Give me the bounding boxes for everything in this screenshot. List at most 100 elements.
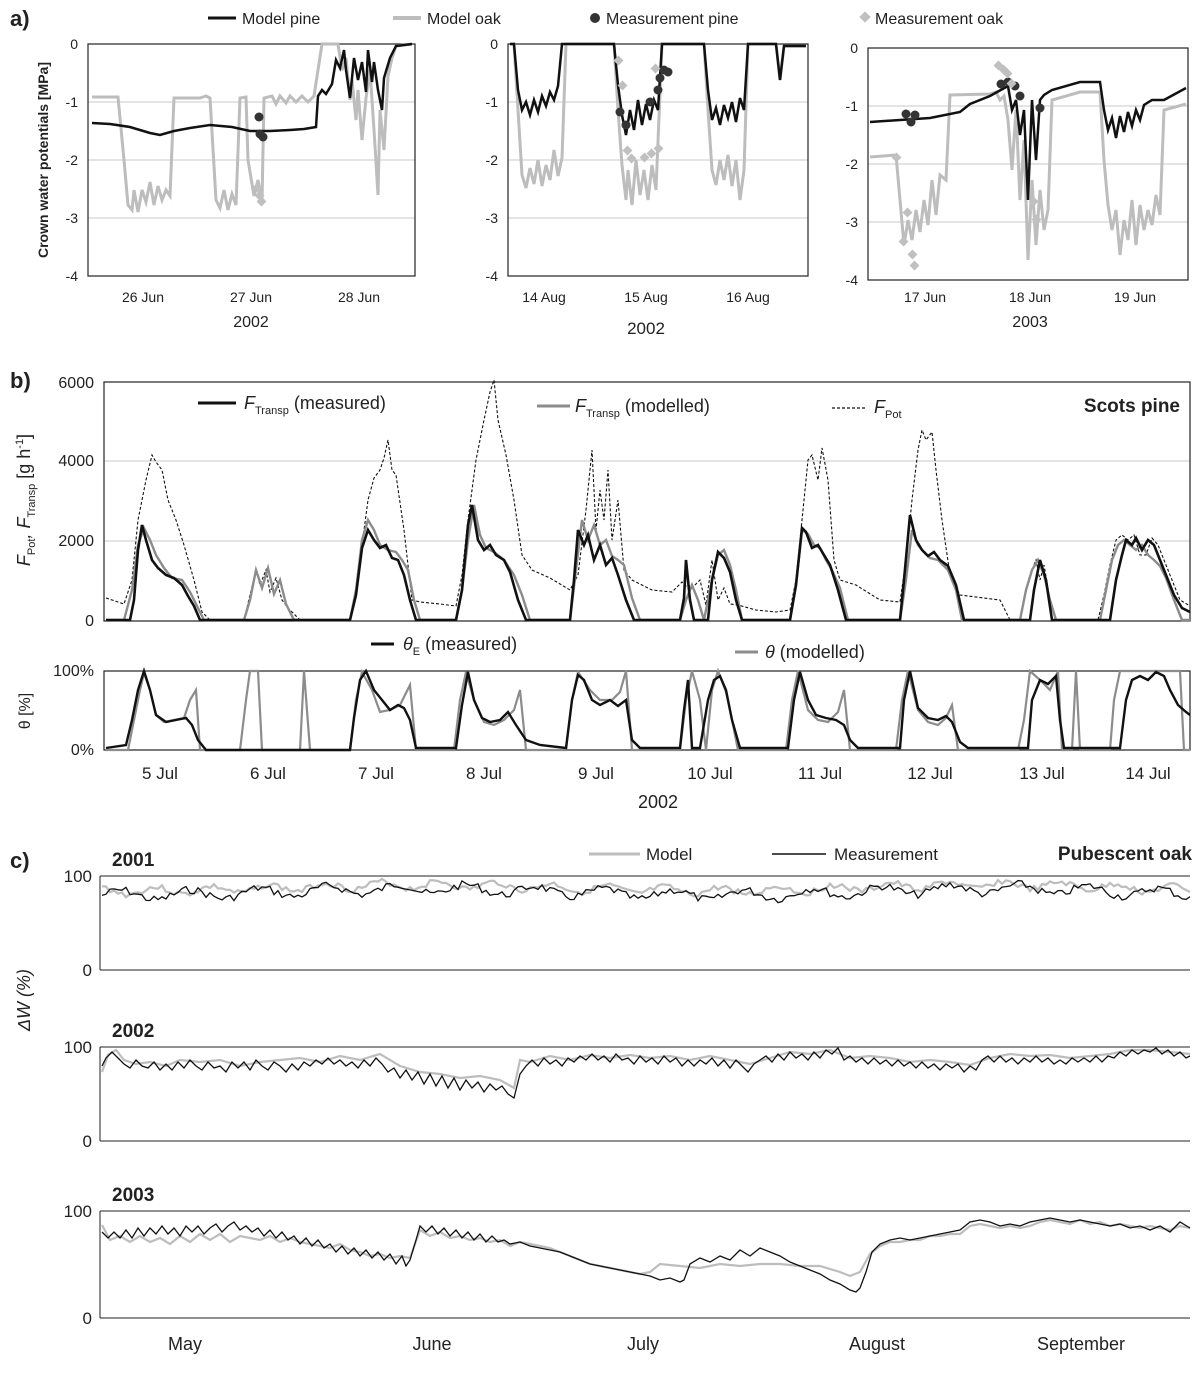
- measurement-pine-point: [901, 109, 911, 119]
- series-measurement-2001: [101, 879, 1191, 904]
- panel-a-subplot-1: 0 -1 -2 -3 -4 26 Jun 27 Jun 28 Jun 2002: [66, 36, 416, 331]
- measurement-oak-point: [898, 236, 909, 247]
- measurement-oak-point: [909, 260, 920, 271]
- panel-a: a) Model pine Model oak Measurement pine…: [10, 6, 1189, 338]
- plot-frame: [87, 43, 416, 277]
- y-tick-label: 2000: [58, 533, 94, 550]
- plot-frame: [507, 43, 809, 277]
- measurement-pine-point: [663, 67, 673, 77]
- y-tick-label: -2: [846, 156, 859, 172]
- y-tick-label: 0: [850, 40, 858, 56]
- panel-c-label: c): [10, 848, 30, 873]
- x-tick-label: August: [849, 1334, 905, 1354]
- x-tick-label: 13 Jul: [1019, 764, 1064, 783]
- x-tick-label: 12 Jul: [907, 764, 952, 783]
- x-tick-label: 5 Jul: [142, 764, 178, 783]
- panel-b-legend-bottom: θE (measured) θ (modelled): [371, 634, 865, 662]
- x-tick-label: 16 Aug: [726, 289, 770, 305]
- panel-c-subplot-2001: 2001 100 0: [64, 850, 1191, 980]
- panel-a-legend: Model pine Model oak Measurement pine Me…: [208, 11, 1004, 28]
- series-model-oak-line: [510, 42, 806, 206]
- panel-a-subplot-2: 0 -1 -2 -3 -4 14 Aug 15 Aug 16 Aug 2002: [486, 36, 809, 338]
- legend-model-oak-label: Model oak: [427, 11, 502, 28]
- x-tick-label: 14 Jul: [1125, 764, 1170, 783]
- y-tick-label: 100: [64, 867, 92, 886]
- x-tick-label: September: [1037, 1334, 1125, 1354]
- measurement-oak-point: [256, 196, 267, 207]
- year-title: 2002: [112, 1021, 154, 1042]
- legend-model-pine-label: Model pine: [242, 11, 320, 28]
- panel-b-ylabel-bottom: θ [%]: [17, 693, 34, 729]
- panel-b-title: Scots pine: [1084, 396, 1180, 417]
- plot-frame: [103, 670, 1191, 751]
- y-tick-label: 100%: [53, 663, 94, 680]
- panel-a-ylabel: Crown water potentials [MPa]: [35, 62, 51, 258]
- measurement-oak-point: [646, 148, 657, 159]
- year-label: 2002: [233, 314, 269, 331]
- legend-measurement-oak-label: Measurement oak: [875, 11, 1004, 28]
- series-ftransp-modelled-line: [106, 504, 1190, 622]
- series-model-pine-line: [510, 42, 806, 136]
- y-tick-label: 0: [85, 613, 94, 630]
- panel-b-label: b): [10, 368, 31, 393]
- legend-ftransp-measured-label: FTransp (measured): [244, 393, 386, 417]
- y-tick-label: -1: [846, 98, 859, 114]
- y-tick-label: -1: [486, 94, 499, 110]
- x-tick-label: 28 Jun: [338, 289, 380, 305]
- panel-b: b) 0 2000 4000 6000 FPot, FTransp [g h-1…: [10, 368, 1191, 812]
- x-tick-label: 7 Jul: [358, 764, 394, 783]
- x-tick-label: 10 Jul: [687, 764, 732, 783]
- x-tick-label: 27 Jun: [230, 289, 272, 305]
- measurement-oak-point: [650, 63, 661, 74]
- measurement-oak-point: [1002, 68, 1013, 79]
- x-tick-label: June: [412, 1334, 451, 1354]
- y-tick-label: -2: [486, 152, 499, 168]
- measurement-oak-point: [653, 143, 664, 154]
- series-ftransp-measured-line: [106, 504, 1191, 622]
- measurement-pine-point: [1035, 103, 1045, 113]
- series-model-oak-line: [869, 90, 1187, 261]
- measurement-pine-point: [258, 132, 268, 142]
- measurement-oak-point: [626, 153, 637, 164]
- panel-c: c) Model Measurement Pubescent oak ΔW (%…: [10, 844, 1192, 1354]
- y-tick-label: -3: [846, 214, 859, 230]
- measurement-pine-point: [906, 117, 916, 127]
- legend-model-label: Model: [646, 845, 692, 864]
- x-tick-label: 19 Jun: [1114, 289, 1156, 305]
- series-model-2002: [100, 1048, 1191, 1090]
- legend-ftransp-modelled-label: FTransp (modelled): [575, 396, 710, 420]
- measurement-oak-point: [252, 182, 263, 193]
- panel-b-legend-top: FTransp (measured) FTransp (modelled) FP…: [198, 393, 902, 421]
- year-title: 2001: [112, 850, 155, 871]
- series-measurement-2002: [101, 1046, 1191, 1100]
- y-tick-label: -4: [846, 272, 859, 288]
- y-tick-label: 6000: [58, 375, 94, 392]
- measurement-pine-point: [910, 110, 920, 120]
- series-model-2001: [101, 877, 1191, 899]
- y-tick-label: 100: [64, 1202, 92, 1221]
- y-tick-label: -1: [66, 94, 79, 110]
- measurement-oak-point: [613, 55, 624, 66]
- measurement-oak-point: [622, 145, 633, 156]
- x-tick-label: 14 Aug: [522, 289, 566, 305]
- measurement-oak-point: [1006, 78, 1017, 89]
- x-tick-label: July: [627, 1334, 659, 1354]
- panel-c-ylabel: ΔW (%): [14, 969, 34, 1032]
- y-tick-label: -3: [486, 210, 499, 226]
- series-model-pine-line: [91, 42, 413, 137]
- x-tick-label: 8 Jul: [466, 764, 502, 783]
- measurement-pine-point: [996, 79, 1006, 89]
- panel-a-subplot-3: 0 -1 -2 -3 -4 17 Jun 18 Jun 19 Jun 2003: [846, 40, 1189, 331]
- x-tick-label: 15 Aug: [624, 289, 668, 305]
- legend-measurement-oak-marker: [859, 11, 871, 23]
- measurement-oak-point: [907, 249, 918, 260]
- panel-c-subplot-2003: 2003 100 0: [64, 1185, 1191, 1328]
- legend-theta-modelled-label: θ (modelled): [765, 642, 865, 662]
- measurement-oak-point: [891, 152, 902, 163]
- series-model-2003: [101, 1218, 1191, 1278]
- y-tick-label: 0: [490, 36, 498, 52]
- measurement-oak-point: [617, 80, 628, 91]
- y-tick-label: 0: [70, 36, 78, 52]
- y-tick-label: 0%: [71, 742, 94, 759]
